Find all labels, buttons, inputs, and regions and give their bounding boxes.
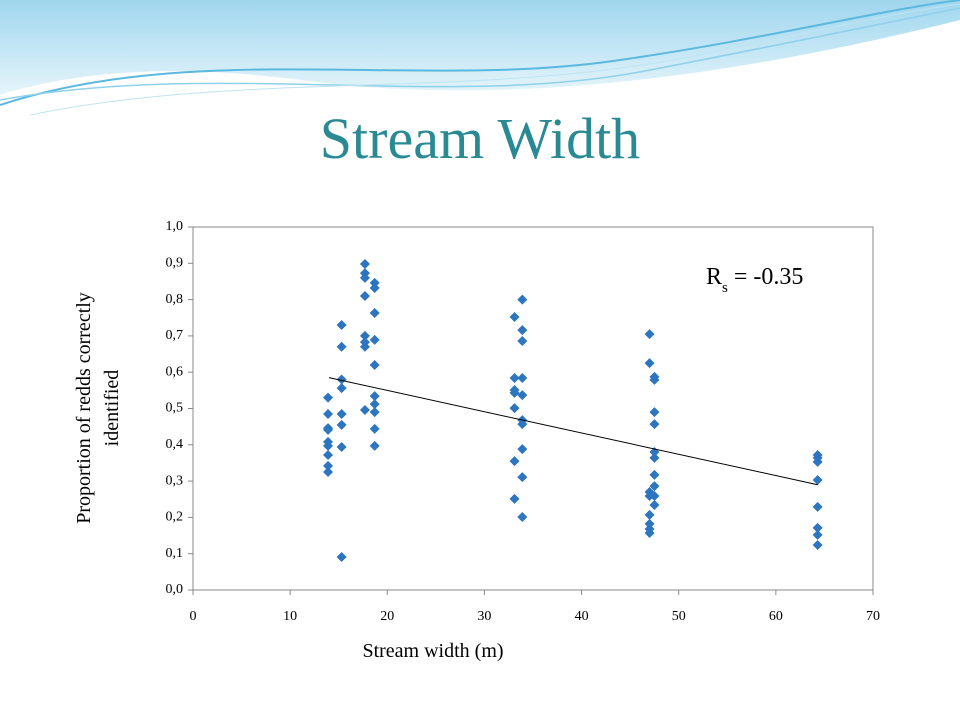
data-point [644,518,655,529]
data-point [517,512,528,523]
data-point [812,522,823,533]
annotation: Rs = -0.35 [706,264,803,296]
data-point [509,493,520,504]
data-point [812,475,823,486]
data-point [649,481,660,492]
data-point [369,277,380,288]
y-tick-label: 0,3 [166,473,184,488]
x-tick-label: 20 [380,609,394,624]
data-point [509,373,520,384]
data-point [369,359,380,370]
y-tick-label: 0,4 [166,437,184,452]
data-point [812,529,823,540]
y-tick-label: 0,7 [166,328,184,343]
data-point [369,334,380,345]
trendline [328,377,818,486]
data-point [812,501,823,512]
data-point [517,472,528,483]
data-point [517,373,528,384]
data-point [323,449,334,460]
data-point [323,460,334,471]
data-point [644,528,655,539]
data-point [812,456,823,467]
data-point [359,259,370,270]
y-tick-label: 1,0 [166,219,184,234]
data-point [369,282,380,293]
y-tick-label: 0,8 [166,292,184,307]
data-point [812,539,823,550]
y-tick-label: 0,9 [166,256,184,271]
data-point [649,469,660,480]
data-point [509,403,520,414]
y-tick-label: 0,6 [166,364,184,379]
data-point [323,467,334,478]
data-point [644,329,655,340]
slide-title: Stream Width [320,106,640,171]
y-tick-label: 0,1 [166,546,184,561]
data-point [644,509,655,520]
data-point [509,456,520,467]
data-point [323,424,334,435]
data-point [359,404,370,415]
data-point [517,419,528,430]
data-point [649,500,660,511]
x-tick-label: 10 [283,609,297,624]
data-point [509,312,520,323]
data-point [649,490,660,501]
annotation-part: s [722,280,728,296]
data-point [336,320,347,331]
annotation-part: R [706,264,722,290]
x-tick-label: 40 [575,609,589,624]
data-point [517,335,528,346]
data-point [369,407,380,418]
data-point [517,294,528,305]
x-tick-label: 50 [672,609,686,624]
x-axis-label: Stream width (m) [362,640,503,662]
data-point [649,407,660,418]
data-point [517,390,528,401]
data-point [517,444,528,455]
data-point [336,341,347,352]
data-point [323,440,334,451]
data-point [336,441,347,452]
data-point [649,452,660,463]
data-point [336,374,347,385]
data-point [359,341,370,352]
data-point [336,383,347,394]
data-point [336,408,347,419]
data-point [649,419,660,430]
data-point [359,272,370,283]
data-point [323,408,334,419]
y-axis-label: Proportion of redds correctly [73,292,95,524]
header-decoration [0,0,960,116]
data-point [323,392,334,403]
data-point [359,330,370,341]
data-point [369,399,380,410]
data-point [336,419,347,430]
data-point [517,325,528,336]
data-point [509,387,520,398]
y-tick-label: 0,0 [166,582,184,597]
data-point [644,358,655,369]
annotation-part: = -0.35 [728,264,804,290]
x-tick-label: 0 [190,609,197,624]
x-tick-label: 30 [477,609,491,624]
data-point [369,423,380,434]
data-point [369,391,380,402]
x-tick-label: 70 [866,609,880,624]
data-point [369,308,380,319]
data-point [336,551,347,562]
y-tick-label: 0,2 [166,510,184,525]
chart: 0,0 0,1 0,2 0,3 0,4 0,5 0,6 0,7 0,8 0,9 1,0 0 10 20 30… [73,219,880,662]
y-axis-label: identified [101,370,123,447]
y-tick-label: 0,5 [166,401,184,416]
data-point [359,290,370,301]
data-point [369,440,380,451]
x-tick-label: 60 [769,609,783,624]
data-point [649,374,660,385]
